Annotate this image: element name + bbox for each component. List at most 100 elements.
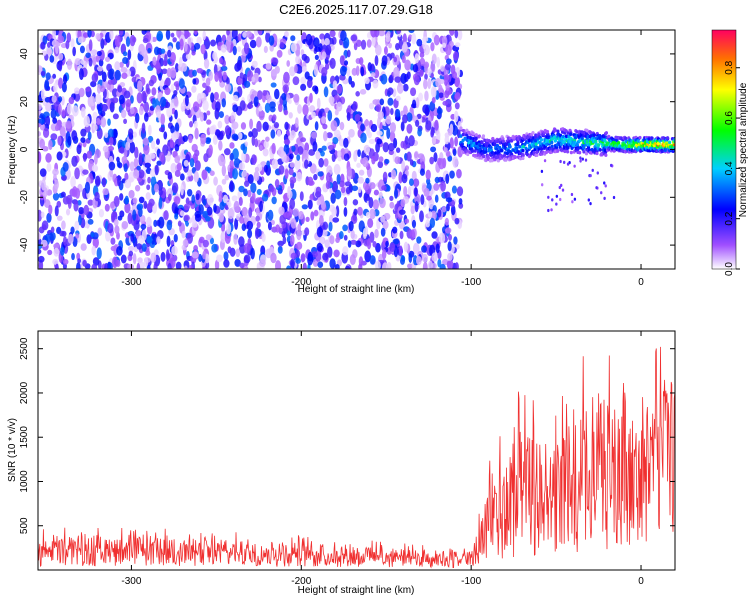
spectrogram-noise-cell bbox=[331, 180, 339, 193]
spectrogram-signal-cell bbox=[600, 152, 604, 157]
spectrogram-signal-cell bbox=[566, 162, 570, 166]
spectrogram-signal-cell bbox=[573, 164, 576, 168]
spectrogram-noise-cell bbox=[339, 180, 345, 188]
spectrogram-noise-cell bbox=[66, 194, 73, 205]
spectrogram-noise-cell bbox=[223, 259, 230, 268]
spectrogram-signal-cell bbox=[508, 144, 512, 149]
spectrogram-noise-cell bbox=[339, 55, 345, 66]
spectrogram-noise-cell bbox=[278, 206, 285, 216]
spectrogram-noise-cell bbox=[42, 127, 50, 138]
spectrogram-noise-cell bbox=[398, 245, 403, 257]
spectrogram-noise-cell bbox=[290, 35, 296, 42]
spectrogram-noise-cell bbox=[133, 169, 140, 179]
spectrogram-noise-cell bbox=[447, 241, 452, 252]
spectrogram-noise-cell bbox=[416, 113, 422, 119]
spectrogram-noise-cell bbox=[383, 46, 388, 55]
spectrogram-noise-cell bbox=[196, 36, 202, 45]
spectrogram-noise-cell bbox=[263, 140, 269, 149]
spectrogram-noise-cell bbox=[247, 174, 254, 184]
spectrogram-noise-cell bbox=[297, 104, 302, 114]
spectrogram-noise-cell bbox=[152, 56, 157, 66]
spectrogram-noise-cell bbox=[125, 99, 132, 108]
spectrogram-noise-cell bbox=[367, 62, 372, 72]
spectrogram-noise-cell bbox=[148, 79, 155, 87]
spectrogram-noise-cell bbox=[124, 195, 129, 205]
spectrogram-noise-cell bbox=[47, 34, 53, 40]
spectrogram-noise-cell bbox=[360, 66, 365, 77]
spectrogram-noise-cell bbox=[403, 241, 409, 252]
spectrogram-noise-cell bbox=[80, 243, 87, 251]
spectrogram-noise-cell bbox=[194, 149, 200, 157]
spectrogram-noise-cell bbox=[403, 185, 408, 197]
spectrogram-noise-cell bbox=[390, 108, 394, 115]
colorbar-tick-label: 0.0 bbox=[724, 262, 735, 276]
spectrogram-noise-cell bbox=[145, 83, 150, 93]
spectrogram-noise-cell bbox=[385, 36, 391, 43]
spectrogram-noise-cell bbox=[123, 118, 128, 125]
spectrogram-noise-cell bbox=[218, 212, 224, 223]
spectrogram-signal-cell bbox=[559, 197, 562, 202]
spectrogram-noise-cell bbox=[167, 171, 173, 180]
spectrogram-noise-cell bbox=[117, 174, 121, 187]
spectrogram-noise-cell bbox=[340, 186, 346, 194]
spectrogram-noise-cell bbox=[369, 182, 376, 190]
spectrogram-signal-cell bbox=[595, 186, 598, 190]
spectrogram-noise-cell bbox=[283, 109, 289, 116]
spectrogram-noise-cell bbox=[170, 32, 175, 38]
spectrogram-signal-cell bbox=[579, 156, 582, 160]
spectrogram-noise-cell bbox=[393, 56, 398, 63]
spectrogram-signal-cell bbox=[562, 160, 566, 164]
spectrogram-signal-cell bbox=[613, 141, 617, 145]
spectrogram-signal-cell bbox=[600, 191, 603, 195]
spectrogram-noise-cell bbox=[128, 128, 134, 137]
spectrogram-noise-cell bbox=[360, 132, 367, 144]
spectrogram-noise-cell bbox=[395, 108, 401, 118]
spectrogram-noise-cell bbox=[164, 87, 171, 96]
spectrogram-noise-cell bbox=[458, 198, 463, 205]
spectrogram-noise-cell bbox=[316, 226, 323, 238]
spectrogram-noise-cell bbox=[107, 79, 114, 85]
spectrogram-noise-cell bbox=[61, 109, 66, 118]
spectrogram-noise-cell bbox=[147, 176, 151, 184]
spectrogram-noise-cell bbox=[322, 252, 329, 261]
spectrogram-noise-cell bbox=[278, 103, 283, 113]
spectrogram-noise-cell bbox=[91, 73, 99, 83]
spectrogram-noise-cell bbox=[243, 243, 251, 254]
spectrogram-signal-cell bbox=[550, 140, 554, 145]
spectrogram-noise-cell bbox=[155, 138, 160, 145]
spectrogram-noise-cell bbox=[150, 252, 157, 263]
spectrogram-noise-cell bbox=[384, 158, 390, 165]
spectrogram-noise-cell bbox=[253, 170, 260, 182]
spectrogram-noise-cell bbox=[238, 185, 245, 193]
spectrogram-noise-cell bbox=[257, 30, 263, 36]
spectrogram-noise-cell bbox=[231, 30, 238, 40]
spectrogram-noise-cell bbox=[46, 212, 52, 223]
spectrogram-noise-cell bbox=[174, 213, 179, 220]
spectrogram-noise-cell bbox=[56, 200, 62, 208]
spectrogram-noise-cell bbox=[224, 174, 230, 181]
spectrogram-noise-cell bbox=[318, 157, 324, 168]
spectrogram-noise-cell bbox=[444, 90, 450, 99]
spectrogram-noise-cell bbox=[290, 218, 297, 229]
spectrogram-noise-cell bbox=[198, 253, 203, 263]
spectrogram-signal-cell bbox=[559, 159, 562, 164]
spectrogram-noise-cell bbox=[300, 76, 307, 85]
spectrogram-signal-cell bbox=[463, 136, 467, 141]
spectrogram-noise-cell bbox=[310, 131, 318, 139]
spectrogram-noise-cell bbox=[329, 235, 335, 245]
spectrogram-noise-cell bbox=[265, 136, 270, 142]
spectrogram-noise-cell bbox=[76, 262, 81, 269]
spectrogram-noise-cell bbox=[309, 92, 313, 103]
spectrogram-noise-cell bbox=[358, 57, 364, 66]
spectrogram-noise-cell bbox=[454, 217, 460, 225]
spectrogram-noise-cell bbox=[172, 37, 177, 43]
spectrogram-noise-cell bbox=[431, 252, 438, 262]
spectrogram-noise-cell bbox=[400, 73, 407, 85]
spectrogram-noise-cell bbox=[114, 35, 120, 47]
spectrogram-noise-cell bbox=[224, 83, 232, 93]
spectrogram-noise-cell bbox=[215, 101, 221, 112]
spectrogram-noise-cell bbox=[71, 155, 78, 167]
spectrogram-noise-cell bbox=[438, 232, 446, 244]
spectrogram-noise-cell bbox=[318, 43, 323, 53]
spectrogram-signal-cell bbox=[539, 138, 544, 142]
